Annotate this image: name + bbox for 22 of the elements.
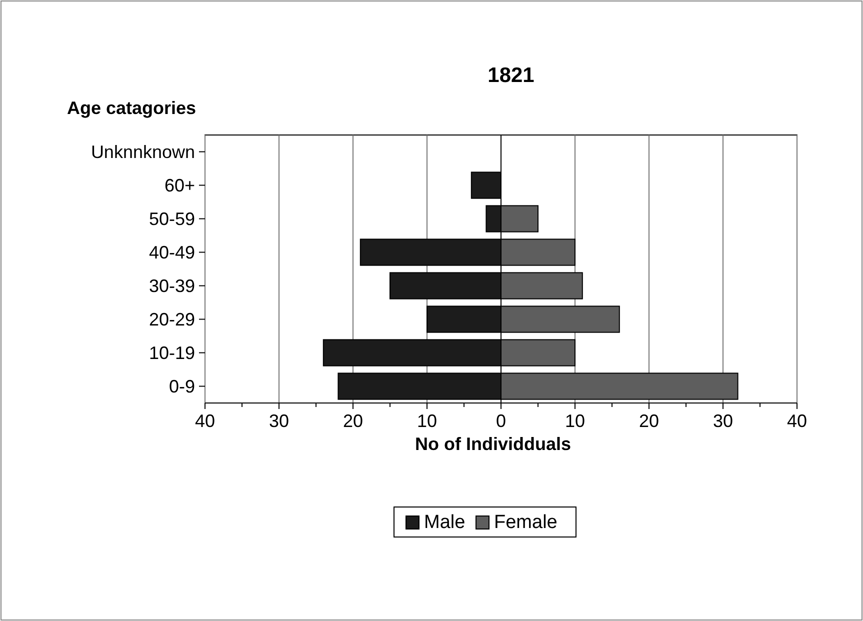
x-tick-label: 0 (496, 411, 506, 431)
y-tick-label: 20-29 (148, 309, 195, 330)
x-axis-title: No of Individduals (415, 434, 571, 454)
y-axis-title: Age catagories (67, 98, 196, 118)
y-tick-label: 40-49 (148, 242, 195, 262)
chart-title: 1821 (488, 64, 535, 87)
y-tick-label: 50-59 (148, 208, 195, 229)
x-tick-label: 20 (638, 411, 660, 431)
x-tick-label: 40 (786, 411, 808, 431)
x-tick-label: 20 (342, 411, 364, 431)
x-tick-label: 30 (712, 411, 734, 431)
y-tick-label: 10-19 (148, 342, 195, 363)
y-tick-label: 0-9 (168, 376, 195, 396)
x-tick-label: 10 (564, 411, 586, 431)
y-tick-label: Unknnknown (90, 142, 195, 162)
x-tick-label: 30 (268, 411, 290, 431)
legend-label: Male (424, 512, 466, 533)
y-tick-label: 30-39 (148, 276, 195, 296)
legend-label: Female (494, 512, 558, 533)
x-tick-label: 40 (194, 411, 216, 431)
y-tick-label: 60+ (164, 175, 195, 196)
x-tick-label: 10 (416, 411, 438, 431)
